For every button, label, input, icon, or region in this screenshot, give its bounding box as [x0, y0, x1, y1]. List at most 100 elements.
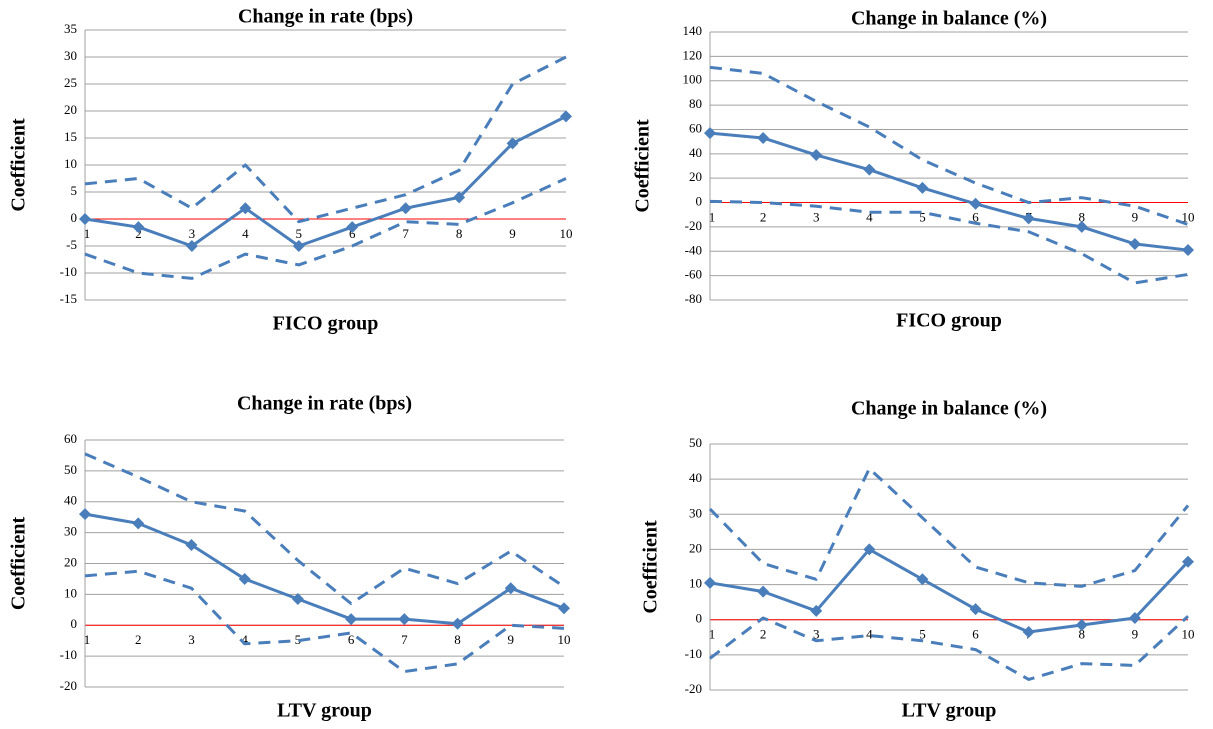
x-tick-label: 4 [866, 210, 873, 225]
marker [810, 604, 823, 617]
x-tick-label: 9 [1132, 627, 1139, 642]
x-tick-label: 8 [456, 226, 463, 241]
x-tick-label: 7 [402, 226, 409, 241]
chart-title: Change in rate (bps) [237, 393, 412, 415]
y-tick-label: 60 [689, 120, 702, 135]
marker [79, 213, 91, 225]
y-tick-label: 40 [689, 145, 702, 160]
marker [398, 613, 411, 626]
x-tick-label: 1 [709, 210, 716, 225]
x-tick-label: 10 [558, 632, 571, 647]
y-tick-label: 80 [689, 96, 702, 111]
x-tick-label: 3 [813, 627, 820, 642]
x-tick-label: 1 [84, 226, 91, 241]
y-tick-label: -15 [60, 291, 77, 306]
y-tick-label: 20 [64, 554, 77, 569]
x-tick-label: 9 [508, 632, 515, 647]
marker [185, 538, 198, 551]
y-tick-label: 0 [696, 194, 703, 209]
y-tick-label: -20 [685, 681, 702, 696]
y-tick-label: -60 [685, 267, 702, 282]
x-tick-label: 1 [84, 632, 91, 647]
marker [704, 127, 716, 140]
y-tick-label: 100 [683, 72, 703, 87]
chart-title: Change in rate (bps) [238, 6, 413, 28]
marker [916, 181, 929, 194]
x-tick-label: 2 [135, 632, 142, 647]
x-tick-label: 10 [1182, 627, 1195, 642]
y-tick-label: 50 [689, 435, 702, 450]
marker [79, 508, 91, 521]
series-line [84, 512, 565, 626]
y-tick-label: 5 [71, 183, 78, 198]
marker [1182, 555, 1194, 568]
marker [506, 137, 519, 150]
marker [863, 163, 876, 176]
marker [1128, 237, 1141, 250]
marker [863, 543, 876, 556]
y-tick-label: 50 [64, 462, 77, 477]
x-tick-label: 9 [509, 226, 516, 241]
x-axis-label: FICO group [896, 310, 1002, 332]
x-tick-label: 5 [295, 632, 302, 647]
x-tick-label: 1 [709, 627, 716, 642]
y-tick-label: 15 [64, 129, 77, 144]
marker [969, 603, 982, 616]
series-line [84, 115, 567, 248]
y-tick-label: -10 [60, 264, 77, 279]
y-tick-label: -20 [685, 218, 702, 233]
y-tick-label: -20 [60, 678, 77, 693]
x-tick-label: 2 [760, 627, 767, 642]
marker [916, 573, 929, 586]
y-tick-label: 120 [683, 47, 703, 62]
x-tick-label: 5 [296, 226, 303, 241]
x-axis-label: LTV group [277, 700, 372, 722]
y-axis-label: Coefficient [632, 119, 654, 213]
marker [704, 576, 716, 589]
y-tick-label: -10 [60, 647, 77, 662]
x-tick-label: 8 [1079, 627, 1086, 642]
marker [1022, 626, 1035, 639]
x-tick-label: 8 [1079, 210, 1086, 225]
series-line [708, 467, 1190, 588]
marker [969, 197, 982, 210]
marker [185, 240, 198, 252]
y-tick-label: 0 [71, 616, 78, 631]
series-line [709, 131, 1189, 252]
series-line [709, 65, 1189, 226]
chart-title: Change in balance (%) [851, 398, 1047, 420]
marker [451, 617, 464, 630]
y-tick-label: 20 [64, 102, 77, 117]
marker [239, 202, 252, 215]
y-axis-label: Coefficient [8, 118, 30, 212]
y-tick-label: -5 [66, 237, 77, 252]
marker [399, 202, 412, 215]
series-line [709, 615, 1190, 681]
x-tick-label: 3 [188, 632, 195, 647]
marker [1182, 244, 1194, 257]
marker [292, 240, 305, 252]
x-tick-label: 2 [760, 210, 767, 225]
y-tick-label: -10 [685, 646, 702, 661]
y-tick-label: 10 [64, 156, 77, 171]
y-axis-label: Coefficient [640, 520, 662, 614]
marker [757, 131, 770, 144]
marker [558, 602, 570, 615]
y-tick-label: 30 [689, 505, 702, 520]
series-line [709, 547, 1190, 634]
y-tick-label: 20 [689, 540, 702, 555]
x-axis-label: LTV group [902, 700, 997, 722]
y-tick-label: 30 [64, 48, 77, 63]
y-tick-label: 25 [64, 75, 77, 90]
x-tick-label: 4 [241, 632, 248, 647]
marker [453, 191, 466, 204]
x-tick-label: 4 [866, 627, 873, 642]
marker [1022, 212, 1035, 225]
marker [810, 149, 823, 162]
marker [345, 613, 358, 626]
y-tick-label: 0 [71, 210, 78, 225]
y-tick-label: 35 [64, 21, 77, 36]
y-tick-label: 40 [689, 470, 702, 485]
x-tick-label: 10 [560, 226, 573, 241]
